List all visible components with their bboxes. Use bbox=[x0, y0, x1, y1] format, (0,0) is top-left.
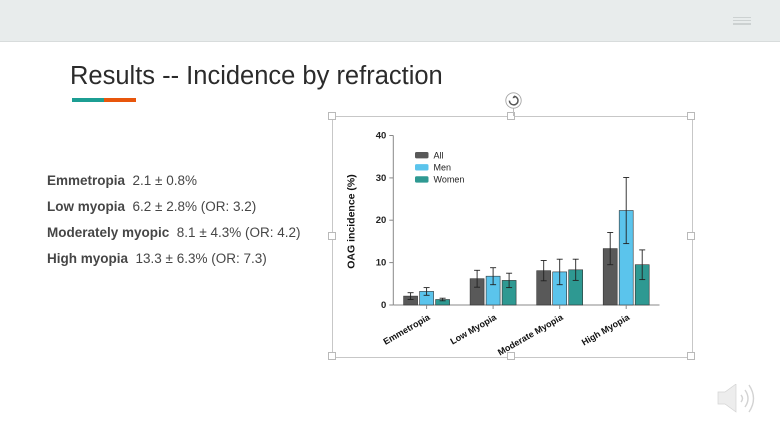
svg-text:20: 20 bbox=[376, 215, 387, 226]
svg-text:Men: Men bbox=[434, 162, 452, 172]
svg-text:Emmetropia: Emmetropia bbox=[382, 312, 433, 347]
svg-text:Moderate Myopia: Moderate Myopia bbox=[496, 312, 566, 356]
svg-text:Low Myopia: Low Myopia bbox=[448, 312, 498, 347]
svg-text:40: 40 bbox=[376, 131, 387, 142]
svg-text:Women: Women bbox=[434, 175, 465, 185]
svg-text:All: All bbox=[434, 150, 444, 160]
svg-text:0: 0 bbox=[381, 300, 386, 311]
svg-text:High Myopia: High Myopia bbox=[580, 312, 632, 348]
svg-text:30: 30 bbox=[376, 173, 387, 184]
svg-text:OAG incidence (%): OAG incidence (%) bbox=[346, 174, 358, 269]
svg-text:10: 10 bbox=[376, 258, 387, 269]
